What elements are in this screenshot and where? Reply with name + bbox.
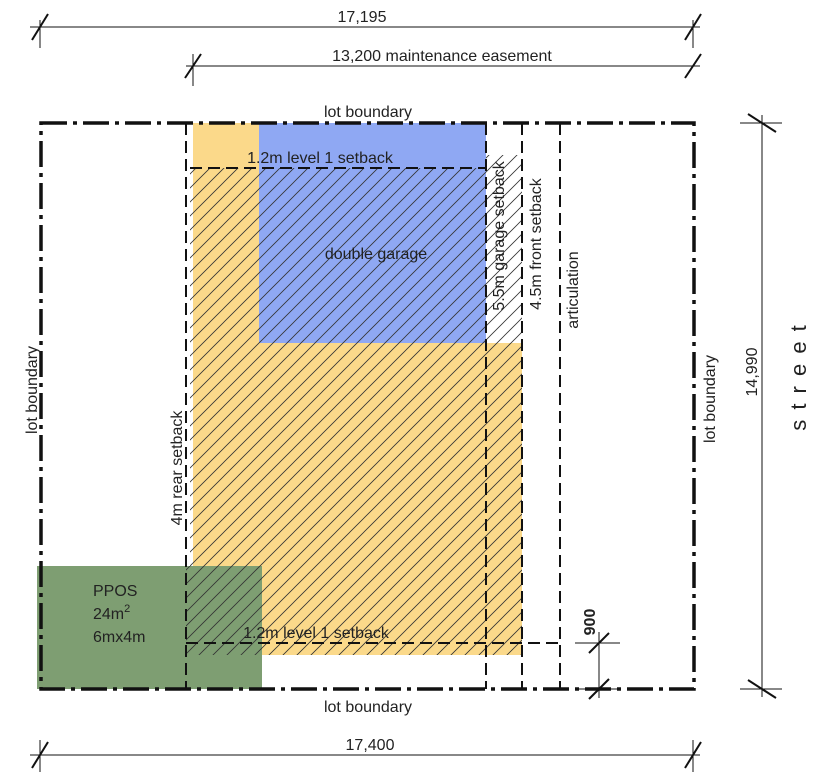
garage-label: double garage [325, 246, 427, 263]
lot-boundary-bottom-label: lot boundary [324, 699, 412, 716]
dimension-top-width: 17,195 [30, 9, 702, 48]
garage-hatch [259, 168, 486, 343]
dimension-right-depth: 14,990 [740, 113, 782, 699]
ppos-title: PPOS [93, 583, 137, 600]
ppos-hatch [186, 566, 262, 655]
dimension-easement-text: 13,200 maintenance easement [332, 48, 552, 65]
lot-boundary-right-label: lot boundary [702, 355, 719, 443]
front-setback-label: 4.5m front setback [528, 177, 545, 310]
level1-setback-bottom-label: 1.2m level 1 setback [243, 625, 390, 642]
ppos-size: 6mx4m [93, 629, 145, 646]
ppos-area [37, 566, 262, 689]
ppos-area-value: 24m [93, 606, 124, 623]
street-label: s t r e e t [786, 323, 811, 431]
ppos-area-sup: 2 [124, 603, 130, 615]
garage-area [259, 123, 486, 343]
articulation-label: articulation [565, 251, 582, 328]
dimension-articulation-gap: 900 [575, 609, 620, 700]
garage-setback-label: 5.5m garage setback [491, 160, 508, 310]
level1-setback-top-label: 1.2m level 1 setback [247, 150, 394, 167]
lot-boundary [39, 121, 696, 691]
dimension-bottom-width: 17,400 [30, 737, 702, 772]
setback-hatch-strip [486, 155, 522, 343]
rear-setback-label: 4m rear setback [169, 410, 186, 526]
lot-boundary-left-label: lot boundary [24, 346, 41, 434]
dimension-articulation-gap-text: 900 [582, 609, 599, 636]
ppos-area-text: 24m2 [93, 603, 130, 623]
lot-boundary-top-label: lot boundary [324, 104, 412, 121]
dimension-bottom-width-text: 17,400 [346, 737, 395, 754]
dimension-top-width-text: 17,195 [338, 9, 387, 26]
dimension-easement: 13,200 maintenance easement [184, 48, 702, 86]
dimension-right-depth-text: 14,990 [744, 347, 761, 396]
